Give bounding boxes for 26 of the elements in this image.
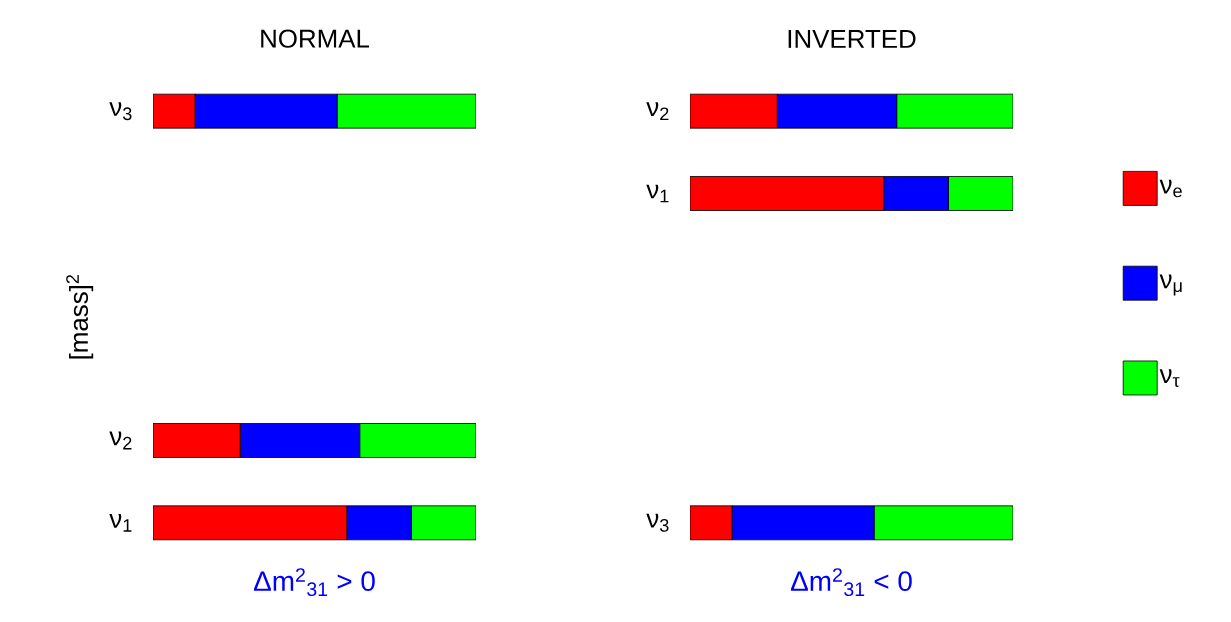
legend-label: ν$_{μ}$	[1159, 274, 1182, 296]
x-axis-title: Δm$^{2}$$_{31}$ > 0	[253, 568, 375, 597]
chart-title: INVERTED	[788, 30, 916, 48]
bar	[153, 93, 196, 129]
y-tick-label: ν$_{3}$	[109, 102, 132, 121]
legend-label: ν$_{τ}$	[1159, 369, 1180, 387]
bar	[411, 505, 477, 541]
bar	[690, 93, 778, 129]
bar	[153, 423, 241, 458]
x-axis-title: Δm$^{2}$$_{31}$ < 0	[790, 568, 912, 597]
bar	[359, 423, 477, 458]
bar	[896, 93, 1014, 129]
y-tick-label: ν$_{1}$	[646, 184, 669, 203]
y-tick-label: ν$_{2}$	[109, 431, 132, 450]
bar	[153, 505, 348, 541]
y-tick-label: ν$_{1}$	[109, 514, 132, 532]
bar	[948, 176, 1014, 211]
bar	[690, 176, 885, 211]
y-tick-label: ν$_{3}$	[646, 513, 669, 532]
legend-label: ν$_{e}$	[1159, 179, 1182, 198]
bar	[873, 505, 1014, 541]
bar	[690, 505, 733, 541]
y-axis-title: [mass]$^{2}$	[66, 274, 94, 359]
bar	[336, 93, 477, 129]
y-tick-label: ν$_{2}$	[646, 102, 669, 121]
chart-title: NORMAL	[261, 29, 370, 48]
